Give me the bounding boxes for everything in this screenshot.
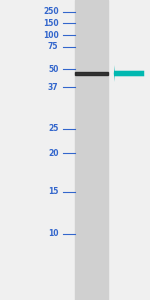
Text: 150: 150	[43, 19, 58, 28]
Text: 100: 100	[43, 31, 58, 40]
Text: 10: 10	[48, 230, 58, 238]
Text: 20: 20	[48, 148, 58, 158]
Bar	[75, 0, 108, 300]
Text: 37: 37	[48, 82, 58, 91]
Text: 75: 75	[48, 42, 58, 51]
Text: 50: 50	[48, 64, 58, 74]
Text: 250: 250	[43, 8, 58, 16]
Text: 25: 25	[48, 124, 58, 134]
Text: 15: 15	[48, 188, 58, 196]
Bar	[75, 72, 108, 75]
